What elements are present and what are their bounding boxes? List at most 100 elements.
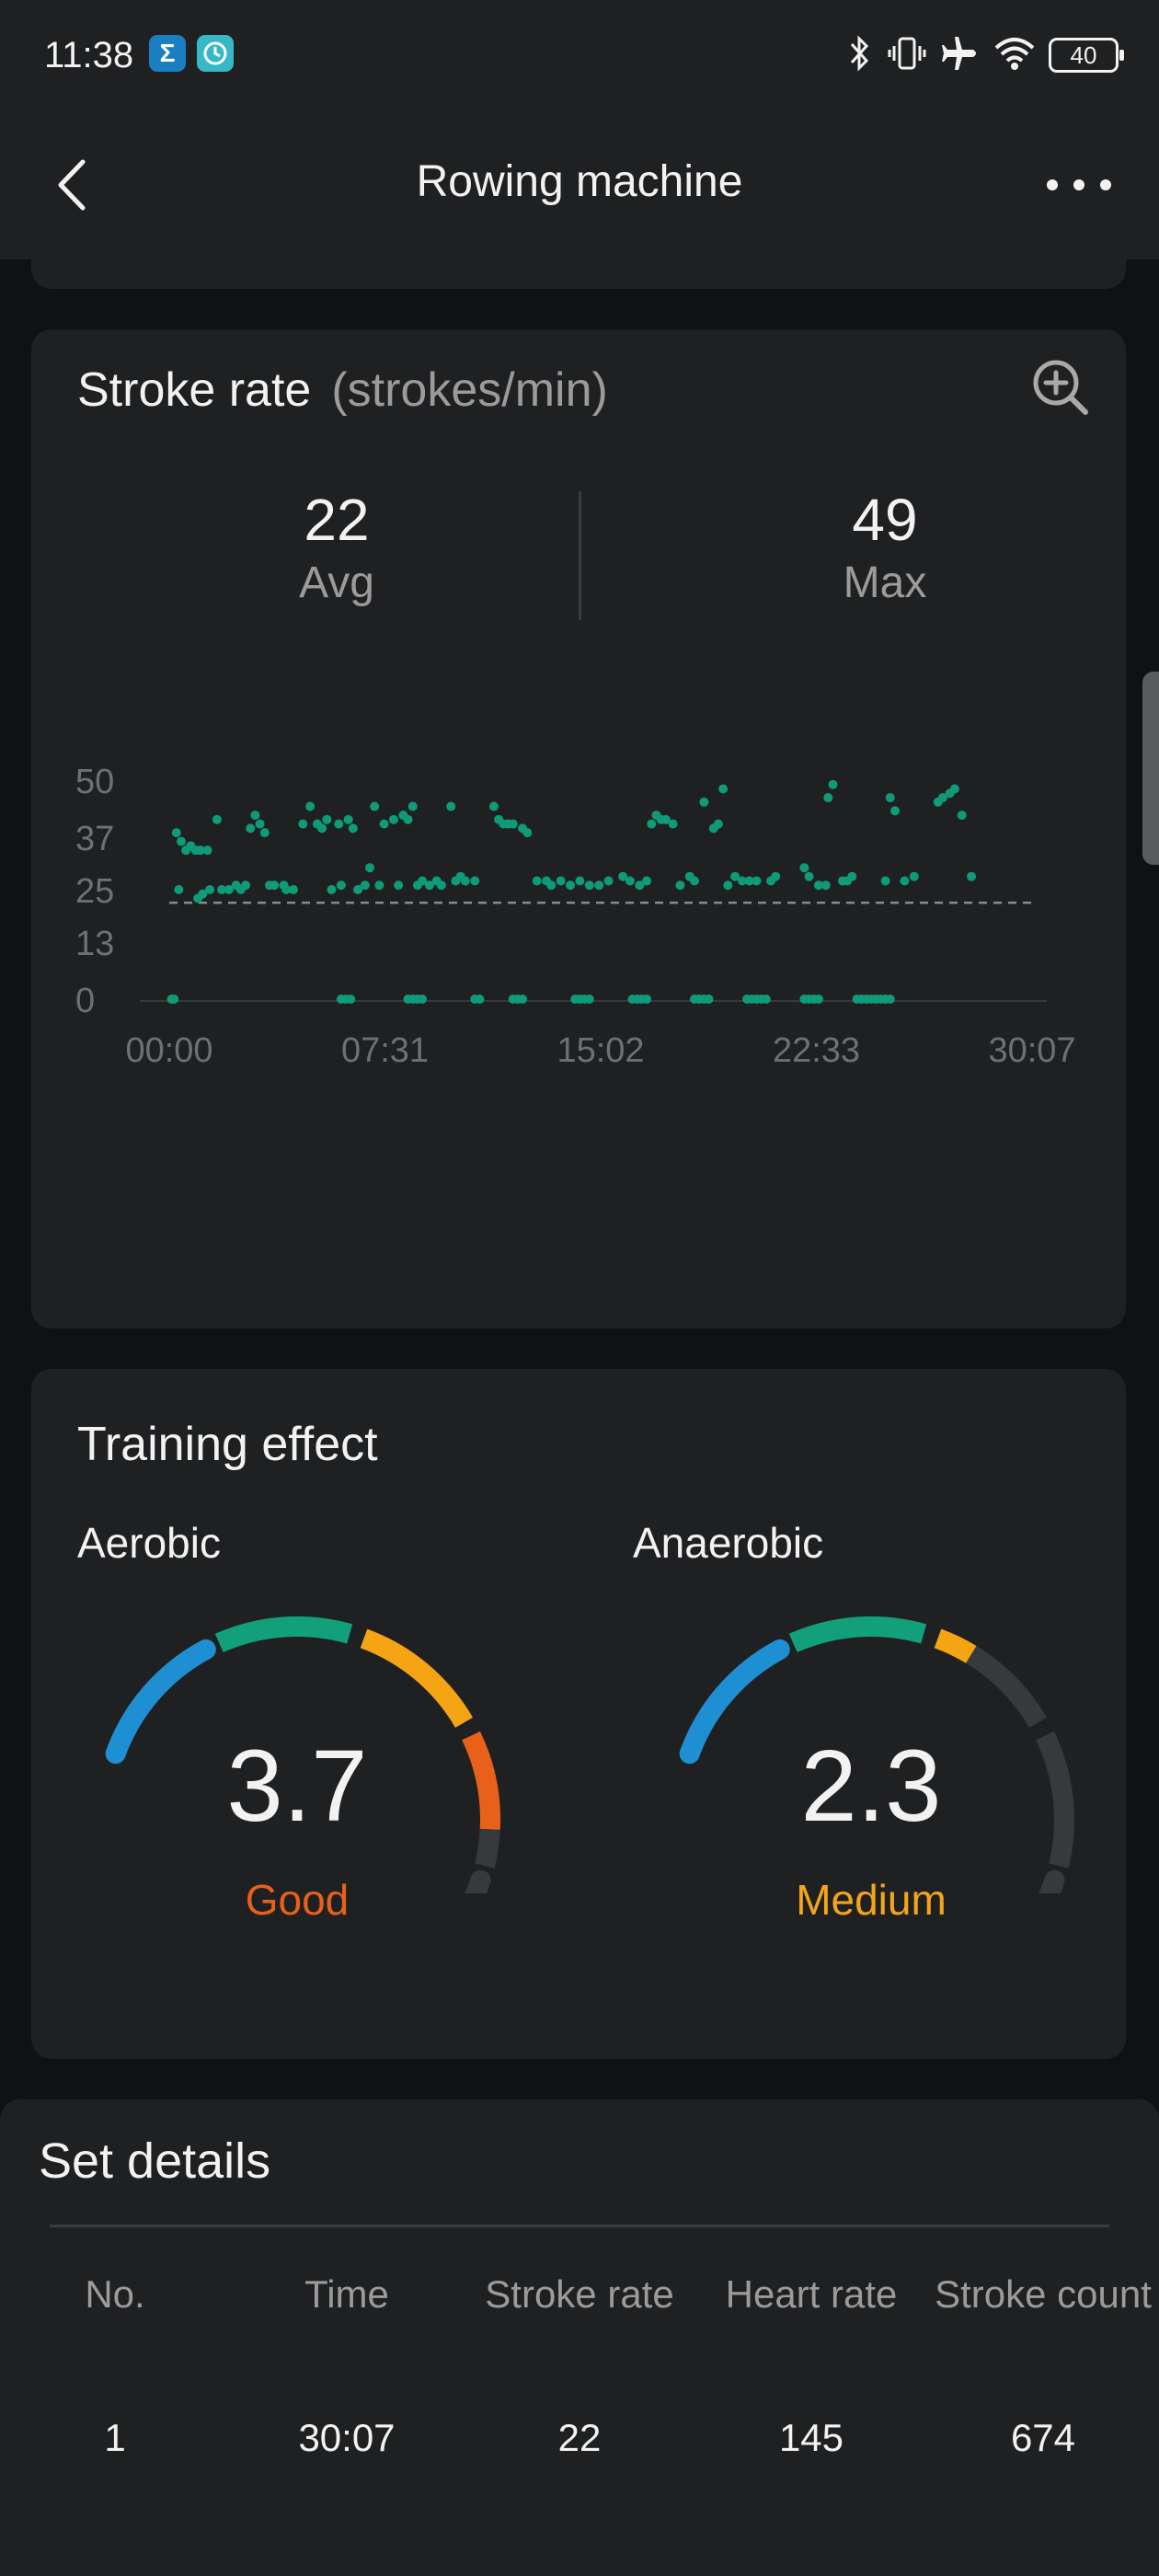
- scroll-handle[interactable]: [1142, 672, 1159, 865]
- data-point: [744, 876, 754, 886]
- y-tick-label: 25: [75, 872, 114, 911]
- data-point: [847, 871, 857, 881]
- stroke-rate-title: Stroke rate (strokes/min): [77, 362, 608, 418]
- data-point: [475, 995, 485, 1004]
- data-point: [718, 784, 729, 794]
- y-tick-label: 50: [75, 763, 114, 801]
- data-point: [660, 814, 671, 824]
- data-point: [713, 819, 723, 829]
- aerobic-gauge: [105, 1616, 500, 1893]
- status-bar: 11:38 Σ 40: [0, 0, 1159, 110]
- aerobic-gauge-fill-segment: [462, 1731, 500, 1830]
- data-point: [704, 995, 714, 1004]
- data-point: [488, 801, 499, 811]
- column-header-stroke-rate: Stroke rate: [485, 2272, 674, 2316]
- aerobic-status: Good: [245, 1876, 350, 1924]
- data-point: [556, 876, 566, 886]
- stroke-rate-chart: 50 37 25 13 0 00:00 07:31 15:02 22:33 30:07: [75, 763, 1076, 1070]
- anaerobic-value: 2.3: [800, 1730, 942, 1843]
- data-point: [618, 871, 628, 881]
- data-point: [259, 828, 270, 838]
- data-point: [322, 814, 332, 824]
- max-value: 49: [852, 487, 918, 553]
- data-point: [370, 801, 380, 811]
- column-header-time: Time: [304, 2272, 389, 2316]
- data-point: [737, 876, 747, 886]
- column-header-no: No.: [85, 2272, 145, 2316]
- x-tick-label: 22:33: [773, 1031, 860, 1070]
- app-header: Rowing machine: [0, 110, 1159, 259]
- data-point: [730, 871, 740, 881]
- data-point: [771, 871, 781, 881]
- bluetooth-icon: [846, 33, 874, 78]
- data-point: [360, 880, 370, 891]
- data-point: [900, 876, 910, 886]
- previous-card-edge: [31, 239, 1126, 289]
- y-tick-label: 0: [75, 982, 95, 1020]
- data-point: [885, 995, 895, 1004]
- column-header-stroke-count: Stroke count: [935, 2272, 1152, 2316]
- training-effect-card: Training effect Aerobic Anaerobic 3.7 Go…: [31, 1369, 1126, 2059]
- aerobic-gauge-fill-segment: [360, 1628, 474, 1729]
- data-point: [909, 871, 919, 881]
- data-point: [885, 793, 895, 803]
- data-point: [336, 880, 346, 891]
- data-point: [967, 871, 977, 881]
- x-tick-label: 07:31: [341, 1031, 429, 1070]
- data-point: [348, 823, 358, 834]
- row-1-no: 1: [104, 2416, 126, 2459]
- max-label: Max: [843, 558, 927, 607]
- data-point: [820, 880, 831, 891]
- anaerobic-gauge-fill-segment: [934, 1628, 977, 1663]
- vibrate-icon: [887, 33, 927, 78]
- page-title: Rowing machine: [416, 157, 743, 206]
- anaerobic-gauge: [679, 1616, 1074, 1893]
- avg-value: 22: [304, 487, 370, 553]
- data-point: [566, 880, 576, 891]
- y-tick-label: 13: [75, 925, 114, 963]
- data-point: [205, 885, 215, 894]
- more-dot-icon: [1047, 179, 1058, 190]
- data-point: [690, 876, 700, 886]
- data-point: [374, 880, 384, 891]
- data-point: [394, 880, 404, 891]
- set-details-title: Set details: [39, 2133, 271, 2189]
- data-point: [723, 880, 733, 891]
- data-point: [171, 828, 181, 838]
- training-effect-title: Training effect: [77, 1418, 378, 1471]
- anaerobic-gauge-fill-segment: [788, 1616, 927, 1652]
- data-point: [522, 828, 533, 838]
- data-point: [198, 889, 208, 899]
- row-1-stroke-count: 674: [1010, 2416, 1076, 2459]
- data-point: [346, 995, 356, 1004]
- back-button[interactable]: [52, 153, 116, 217]
- data-point: [317, 823, 327, 834]
- data-point: [174, 885, 184, 894]
- more-options-button[interactable]: [1047, 162, 1111, 208]
- row-1-time: 30:07: [298, 2416, 396, 2459]
- y-tick-label: 37: [75, 820, 114, 858]
- zoom-button[interactable]: [1028, 355, 1093, 420]
- aerobic-gauge-fill-segment: [105, 1639, 216, 1765]
- sigma-app-icon: Σ: [149, 35, 186, 72]
- data-point: [828, 779, 838, 789]
- data-point: [635, 880, 645, 891]
- data-point: [584, 880, 594, 891]
- data-point: [327, 885, 337, 894]
- data-point: [202, 845, 212, 856]
- aerobic-label: Aerobic: [77, 1519, 221, 1567]
- data-point: [642, 876, 652, 886]
- data-point: [799, 863, 809, 873]
- data-point: [949, 784, 959, 794]
- data-point: [195, 845, 205, 856]
- anaerobic-gauge-track-segment: [1036, 1731, 1074, 1869]
- data-point: [424, 880, 434, 891]
- data-point: [642, 995, 652, 1004]
- data-point: [813, 880, 823, 891]
- data-point: [890, 806, 901, 816]
- aerobic-value: 3.7: [226, 1730, 368, 1843]
- data-point: [436, 880, 446, 891]
- data-point: [804, 871, 814, 881]
- x-tick-label: 00:00: [125, 1031, 212, 1070]
- chevron-left-icon: [58, 159, 86, 211]
